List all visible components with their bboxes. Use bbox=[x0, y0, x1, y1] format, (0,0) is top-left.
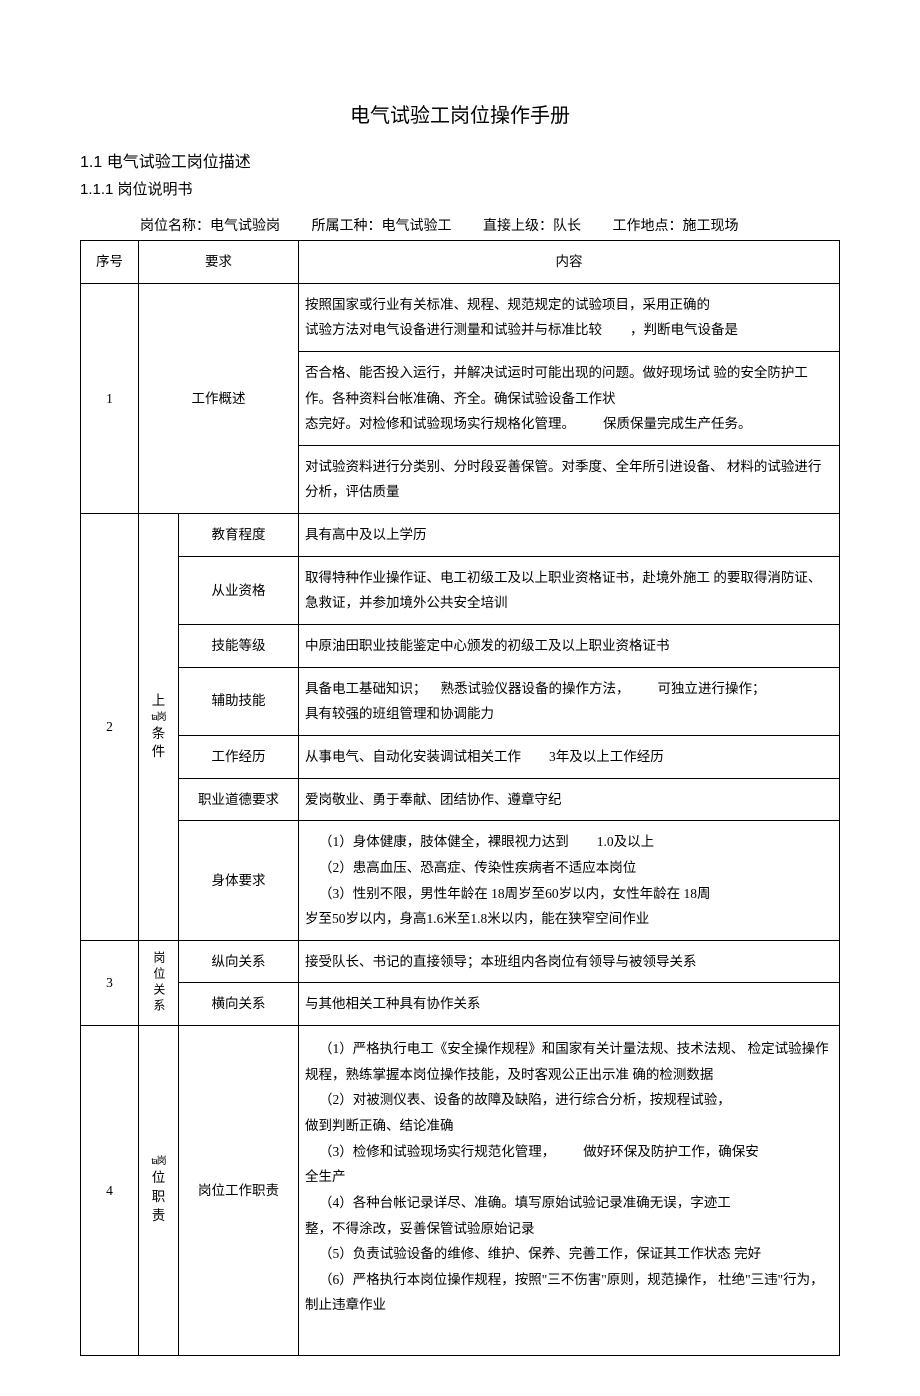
meta-location: 施工现场 bbox=[683, 219, 739, 234]
table-row: 工作经历 从事电气、自动化安装调试相关工作 3年及以上工作经历 bbox=[81, 735, 840, 778]
text: 保质保量完成生产任务。 bbox=[603, 416, 752, 431]
row1-content-p3: 对试验资料进行分类别、分时段妥善保管。对季度、全年所引进设备、 材料的试验进行分… bbox=[299, 445, 840, 513]
text: 岁至50岁以内，身高1.6米至1.8米以内，能在狭窄空间作业 bbox=[305, 911, 649, 926]
table-row: 3 岗位关系 纵向关系 接受队长、书记的直接领导；本班组内各岗位有领导与被领导关… bbox=[81, 940, 840, 983]
meta-jobtype-label: 所属工种： bbox=[312, 219, 382, 234]
text: （2）对被测仪表、设备的故障及缺陷，进行综合分析，按规程试验， bbox=[319, 1092, 731, 1107]
row2-r1-content: 具有高中及以上学历 bbox=[299, 514, 840, 557]
table-row: 4 ta岗 位 职 责 岗位工作职责 （1）严格执行电工《安全操作规程》和国家有… bbox=[81, 1026, 840, 1356]
table-row: 从业资格 取得特种作业操作证、电工初级工及以上职业资格证书，赴境外施工 的要取得… bbox=[81, 556, 840, 624]
text: ta岗 bbox=[145, 711, 172, 725]
text: 位 bbox=[145, 1169, 172, 1188]
table-header-row: 序号 要求 内容 bbox=[81, 240, 840, 283]
row1-content-p1: 按照国家或行业有关标准、规程、规范规定的试验项目，采用正确的 试验方法对电气设备… bbox=[299, 283, 840, 351]
section-1-1: 1.1 电气试验工岗位描述 bbox=[80, 150, 840, 176]
row4-group: ta岗 位 职 责 bbox=[139, 1026, 179, 1356]
text: 具有较强的班组管理和协调能力 bbox=[305, 706, 494, 721]
text: 件 bbox=[145, 743, 172, 762]
text: （4）各种台帐记录详尽、准确。填写原始试验记录准确无误，字迹工 bbox=[319, 1195, 731, 1210]
seq-3: 3 bbox=[81, 940, 139, 1025]
text: 职 bbox=[145, 1188, 172, 1207]
row3-group: 岗位关系 bbox=[139, 940, 179, 1025]
row2-r4-content: 具备电工基础知识； 熟悉试验仪器设备的操作方法， 可独立进行操作； 具有较强的班组管… bbox=[299, 667, 840, 735]
row2-r2-label: 从业资格 bbox=[179, 556, 299, 624]
table-row: 横向关系 与其他相关工种具有协作关系 bbox=[81, 983, 840, 1026]
text: 全生产 bbox=[305, 1169, 346, 1184]
row2-r3-content: 中原油田职业技能鉴定中心颁发的初级工及以上职业资格证书 bbox=[299, 625, 840, 668]
text: 试验方法对电气设备进行测量和试验并与标准比较 bbox=[305, 322, 602, 337]
col-content: 内容 bbox=[299, 240, 840, 283]
text: 做好环保及防护工作，确保安 bbox=[583, 1144, 759, 1159]
row4-content: （1）严格执行电工《安全操作规程》和国家有关计量法规、技术法规、 检定试验操作规… bbox=[299, 1026, 840, 1356]
seq-1: 1 bbox=[81, 283, 139, 513]
text: 从事电气、自动化安装调试相关工作 bbox=[305, 749, 521, 764]
seq-4: 4 bbox=[81, 1026, 139, 1356]
text: （2）患高血压、恐高症、传染性疾病者不适应本岗位 bbox=[319, 860, 636, 875]
table-row: 辅助技能 具备电工基础知识； 熟悉试验仪器设备的操作方法， 可独立进行操作； 具有较… bbox=[81, 667, 840, 735]
table-row: 身体要求 （1）身体健康，肢体健全，裸眼视力达到 1.0及以上 （2）患高血压、恐… bbox=[81, 821, 840, 941]
text: （6）严格执行本岗位操作规程，按照"三不伤害"原则，规范操作， 杜绝"三违"行为… bbox=[305, 1272, 824, 1313]
row2-r2-content: 取得特种作业操作证、电工初级工及以上职业资格证书，赴境外施工 的要取得消防证、急… bbox=[299, 556, 840, 624]
col-req: 要求 bbox=[139, 240, 299, 283]
text: 责 bbox=[145, 1207, 172, 1226]
col-seq: 序号 bbox=[81, 240, 139, 283]
row2-r3-label: 技能等级 bbox=[179, 625, 299, 668]
row1-req: 工作概述 bbox=[139, 283, 299, 513]
text: 态完好。对检修和试验现场实行规格化管理。 bbox=[305, 416, 575, 431]
text: 做到判断正确、结论准确 bbox=[305, 1118, 454, 1133]
text: 1.0及以上 bbox=[597, 834, 654, 849]
table-row: 技能等级 中原油田职业技能鉴定中心颁发的初级工及以上职业资格证书 bbox=[81, 625, 840, 668]
meta-jobtype: 电气试验工 bbox=[382, 219, 452, 234]
section-1-1-1: 1.1.1 岗位说明书 bbox=[80, 178, 840, 202]
row2-r5-label: 工作经历 bbox=[179, 735, 299, 778]
row2-r7-content: （1）身体健康，肢体健全，裸眼视力达到 1.0及以上 （2）患高血压、恐高症、传染… bbox=[299, 821, 840, 941]
row2-r5-content: 从事电气、自动化安装调试相关工作 3年及以上工作经历 bbox=[299, 735, 840, 778]
text: （3）检修和试验现场实行规范化管理， bbox=[319, 1144, 555, 1159]
table-row: 职业道德要求 爱岗敬业、勇于奉献、团结协作、遵章守纪 bbox=[81, 778, 840, 821]
row3-r2-label: 横向关系 bbox=[179, 983, 299, 1026]
document-title: 电气试验工岗位操作手册 bbox=[80, 100, 840, 132]
meta-location-label: 工作地点： bbox=[613, 219, 683, 234]
text: 条 bbox=[145, 725, 172, 744]
text: ta岗 bbox=[145, 1155, 172, 1169]
row3-r1-content: 接受队长、书记的直接领导；本班组内各岗位有领导与被领导关系 bbox=[299, 940, 840, 983]
row4-label: 岗位工作职责 bbox=[179, 1026, 299, 1356]
text: 岗位关系 bbox=[147, 951, 170, 1015]
row2-r7-label: 身体要求 bbox=[179, 821, 299, 941]
text: （1）身体健康，肢体健全，裸眼视力达到 bbox=[319, 834, 569, 849]
text: 可独立进行操作； bbox=[658, 681, 766, 696]
meta-line: 岗位名称：电气试验岗 所属工种：电气试验工 直接上级：队长 工作地点：施工现场 bbox=[80, 216, 840, 238]
text: 按照国家或行业有关标准、规程、规范规定的试验项目，采用正确的 bbox=[305, 297, 710, 312]
table-row: 2 上 ta岗 条 件 教育程度 具有高中及以上学历 bbox=[81, 514, 840, 557]
meta-position: 电气试验岗 bbox=[210, 219, 280, 234]
row2-r1-label: 教育程度 bbox=[179, 514, 299, 557]
row1-content-p2: 否合格、能否投入运行，并解决试运时可能出现的问题。做好现场试 验的安全防护工作。… bbox=[299, 351, 840, 445]
text: 3年及以上工作经历 bbox=[549, 749, 664, 764]
row3-r2-content: 与其他相关工种具有协作关系 bbox=[299, 983, 840, 1026]
meta-position-label: 岗位名称： bbox=[140, 219, 210, 234]
row3-r1-label: 纵向关系 bbox=[179, 940, 299, 983]
meta-supervisor: 队长 bbox=[553, 219, 581, 234]
text: 上 bbox=[145, 692, 172, 711]
text: 熟悉试验仪器设备的操作方法， bbox=[441, 681, 630, 696]
text: 否合格、能否投入运行，并解决试运时可能出现的问题。做好现场试 验的安全防护工作。… bbox=[305, 365, 808, 406]
text: （1）严格执行电工《安全操作规程》和国家有关计量法规、技术法规、 检定试验操作规… bbox=[305, 1041, 829, 1082]
table-row: 1 工作概述 按照国家或行业有关标准、规程、规范规定的试验项目，采用正确的 试验… bbox=[81, 283, 840, 351]
row2-r4-label: 辅助技能 bbox=[179, 667, 299, 735]
text: ，判断电气设备是 bbox=[630, 322, 738, 337]
seq-2: 2 bbox=[81, 514, 139, 941]
job-description-table: 序号 要求 内容 1 工作概述 按照国家或行业有关标准、规程、规范规定的试验项目… bbox=[80, 240, 840, 1356]
text: （3）性别不限，男性年龄在 18周岁至60岁以内，女性年龄在 18周 bbox=[319, 886, 711, 901]
text: 具备电工基础知识； bbox=[305, 681, 427, 696]
meta-supervisor-label: 直接上级： bbox=[483, 219, 553, 234]
row2-r6-content: 爱岗敬业、勇于奉献、团结协作、遵章守纪 bbox=[299, 778, 840, 821]
row2-r6-label: 职业道德要求 bbox=[179, 778, 299, 821]
text: 整，不得涂改，妥善保管试验原始记录 bbox=[305, 1221, 535, 1236]
row2-group: 上 ta岗 条 件 bbox=[139, 514, 179, 941]
text: （5）负责试验设备的维修、维护、保养、完善工作，保证其工作状态 完好 bbox=[319, 1246, 761, 1261]
